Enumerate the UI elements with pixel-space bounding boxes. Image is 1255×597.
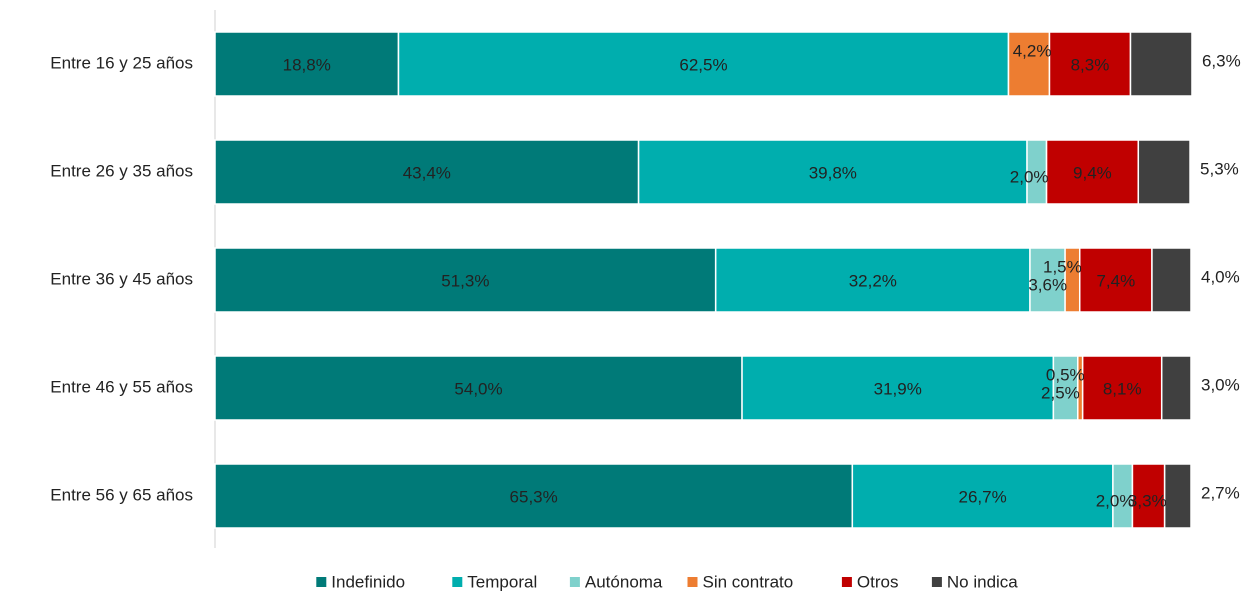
data-label: 2,0% <box>1096 491 1135 510</box>
legend-label: No indica <box>947 572 1018 591</box>
data-label: 6,3% <box>1202 51 1241 70</box>
data-label: 3,3% <box>1128 491 1167 510</box>
bar-segment <box>1137 139 1191 205</box>
legend-label: Indefinido <box>331 572 405 591</box>
legend-label: Otros <box>857 572 899 591</box>
legend-swatch <box>452 577 463 587</box>
data-label: 31,9% <box>874 379 922 398</box>
data-label: 32,2% <box>849 271 897 290</box>
data-label: 2,5% <box>1041 383 1080 402</box>
data-label: 1,5% <box>1043 257 1082 276</box>
data-label: 5,3% <box>1200 159 1239 178</box>
data-label: 0,5% <box>1046 365 1085 384</box>
bar-segment <box>1163 463 1192 529</box>
category-label: Entre 16 y 25 años <box>50 53 193 72</box>
data-label: 43,4% <box>403 163 451 182</box>
data-label: 3,0% <box>1201 375 1240 394</box>
legend-swatch <box>687 577 698 587</box>
data-label: 62,5% <box>679 55 727 74</box>
legend-swatch <box>569 577 580 587</box>
data-label: 26,7% <box>959 487 1007 506</box>
data-label: 18,8% <box>283 55 331 74</box>
data-label: 2,7% <box>1201 483 1240 502</box>
legend-swatch <box>841 577 852 587</box>
category-label: Entre 56 y 65 años <box>50 485 193 504</box>
bar-segment <box>1081 355 1163 421</box>
bar-segment <box>214 463 854 529</box>
bar-segment <box>741 355 1055 421</box>
bar-segment <box>397 31 1010 97</box>
data-label: 8,3% <box>1071 55 1110 74</box>
data-label: 65,3% <box>510 487 558 506</box>
bar-segment <box>1129 31 1193 97</box>
bar-segment <box>1029 247 1066 313</box>
category-label: Entre 46 y 55 años <box>50 377 193 396</box>
data-label: 39,8% <box>809 163 857 182</box>
data-label: 54,0% <box>454 379 502 398</box>
bar-segment <box>637 139 1028 205</box>
bar-segment <box>714 247 1031 313</box>
data-label: 7,4% <box>1096 271 1135 290</box>
bar-segment <box>214 355 743 421</box>
data-label: 8,1% <box>1103 379 1142 398</box>
data-label: 51,3% <box>441 271 489 290</box>
bar-segment <box>1007 31 1051 97</box>
legend-swatch <box>931 577 942 587</box>
bar-segment <box>1078 247 1153 313</box>
legend-label: Autónoma <box>585 572 663 591</box>
data-label: 9,4% <box>1073 163 1112 182</box>
legend-label: Sin contrato <box>703 572 794 591</box>
bar-segment <box>1151 247 1192 313</box>
data-label: 3,6% <box>1028 275 1067 294</box>
legend-label: Temporal <box>467 572 537 591</box>
category-label: Entre 26 y 35 años <box>50 161 193 180</box>
legend-swatch <box>316 577 327 587</box>
data-label: 4,2% <box>1013 41 1052 60</box>
data-label: 4,0% <box>1201 267 1240 286</box>
bar-segment <box>1160 355 1192 421</box>
bar-segment <box>851 463 1114 529</box>
bar-segment <box>1052 355 1079 421</box>
data-label: 2,0% <box>1010 167 1049 186</box>
category-label: Entre 36 y 45 años <box>50 269 193 288</box>
